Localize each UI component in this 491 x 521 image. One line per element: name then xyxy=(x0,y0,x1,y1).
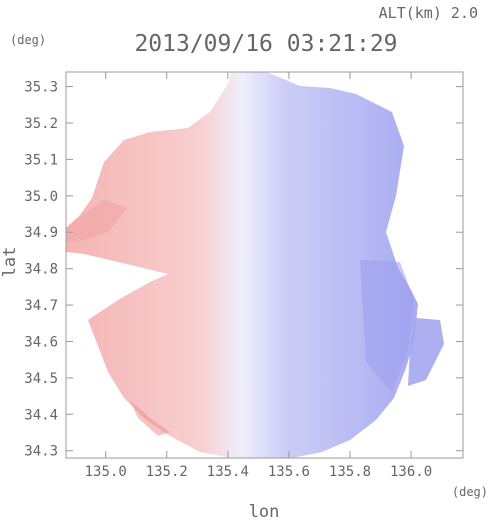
chart-title: 2013/09/16 03:21:29 xyxy=(134,31,397,57)
x-tick-label: 135.8 xyxy=(329,464,371,480)
y-tick-label: 34.9 xyxy=(24,225,58,241)
y-axis: 34.3 34.4 34.5 34.6 34.7 34.8 34.9 35.0 35.1 35.2… xyxy=(24,80,463,460)
altitude-label: ALT(km) 2.0 xyxy=(379,4,478,22)
plot-frame xyxy=(65,71,464,459)
x-tick-label: 135.0 xyxy=(85,464,127,480)
x-unit-label: (deg) xyxy=(452,485,488,499)
y-tick-label: 35.1 xyxy=(24,152,58,168)
x-tick-label: 135.6 xyxy=(268,464,310,480)
y-tick-label: 34.6 xyxy=(24,334,58,350)
y-tick-label: 35.3 xyxy=(24,80,58,96)
approaching-cell xyxy=(408,318,444,386)
y-tick-label: 34.4 xyxy=(24,407,58,423)
x-tick-label: 135.2 xyxy=(146,464,188,480)
y-axis-label: lat xyxy=(0,247,20,278)
x-axis-label: lon xyxy=(249,502,280,521)
velocity-field-area xyxy=(66,72,418,458)
receding-edge-patch xyxy=(130,400,170,436)
y-tick-label: 34.5 xyxy=(24,371,58,387)
approaching-patch xyxy=(360,260,414,392)
y-tick-label: 34.7 xyxy=(24,298,58,314)
x-axis: 135.0 135.2 135.4 135.6 135.8 136.0 xyxy=(85,72,432,480)
receding-patch xyxy=(66,200,128,242)
y-tick-label: 35.2 xyxy=(24,116,58,132)
y-tick-label: 34.8 xyxy=(24,262,58,278)
y-tick-label: 34.3 xyxy=(24,444,58,460)
x-tick-label: 135.4 xyxy=(207,464,249,480)
y-tick-label: 35.0 xyxy=(24,189,58,205)
velocity-field xyxy=(66,72,444,458)
y-unit-label: (deg) xyxy=(10,33,46,47)
x-tick-label: 136.0 xyxy=(390,464,432,480)
